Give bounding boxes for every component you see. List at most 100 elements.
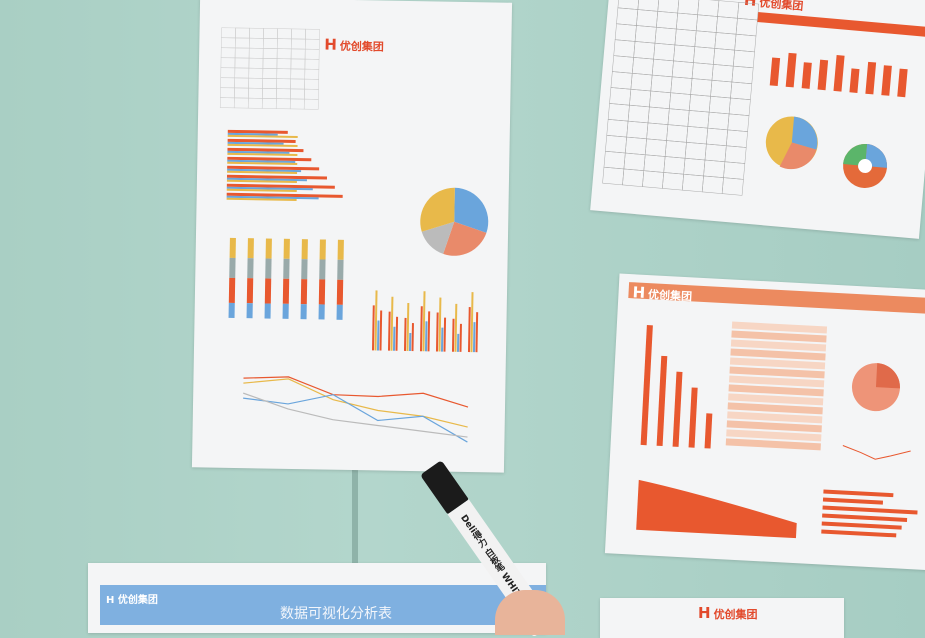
table-cell	[629, 88, 652, 108]
bar	[336, 304, 343, 320]
bar	[227, 134, 298, 139]
bar	[226, 174, 328, 180]
table-cell	[676, 12, 698, 31]
bar	[785, 52, 797, 88]
table-cell	[706, 127, 728, 147]
table-cell	[262, 78, 277, 89]
table-cell	[290, 48, 306, 60]
table-cell	[276, 78, 291, 90]
table-cell	[647, 106, 670, 125]
table-cell	[667, 108, 690, 127]
table-cell	[220, 67, 236, 79]
table-cell	[644, 138, 667, 157]
table-cell	[262, 58, 278, 69]
bar	[817, 59, 829, 91]
table-cell	[248, 87, 263, 99]
bar	[374, 290, 378, 351]
table-cell	[276, 88, 291, 100]
table-row	[730, 339, 827, 352]
pie-slice	[791, 116, 818, 150]
table-row	[727, 402, 823, 415]
bar	[881, 65, 892, 96]
bar	[438, 297, 442, 352]
bar	[704, 413, 713, 449]
table-cell	[653, 42, 676, 62]
table-cell	[234, 37, 250, 49]
table-cell	[701, 175, 724, 194]
table-cell	[304, 88, 319, 100]
bar	[319, 259, 326, 280]
bar	[318, 304, 325, 320]
table-cell	[235, 27, 250, 39]
table-cell	[697, 0, 720, 17]
bar	[226, 195, 319, 200]
table-cell	[631, 57, 654, 76]
line-series	[243, 394, 468, 443]
table-cell	[656, 11, 678, 30]
table-cell	[731, 65, 754, 85]
table-cell	[234, 87, 249, 99]
bar	[227, 152, 298, 157]
table-cell	[690, 78, 713, 97]
line-series	[243, 376, 469, 408]
table-cell	[234, 47, 250, 59]
bar	[227, 138, 296, 144]
header-band	[757, 12, 925, 38]
table-cell	[221, 27, 236, 39]
table-cell	[704, 143, 727, 162]
table-row	[731, 330, 827, 343]
bar	[823, 489, 894, 498]
table-cell	[304, 58, 320, 70]
bar	[454, 303, 458, 352]
logo-text: 优创集团	[713, 608, 758, 621]
table-cell	[248, 77, 263, 89]
bar	[227, 156, 312, 162]
table-cell	[673, 44, 696, 63]
table-cell	[625, 136, 647, 156]
report-sheet-middle-right: H 优创集团	[604, 273, 925, 571]
bar	[247, 258, 254, 279]
table-cell	[220, 77, 235, 89]
table-cell	[248, 67, 264, 79]
bar	[228, 277, 236, 303]
table-cell	[677, 0, 700, 16]
bar	[435, 312, 439, 352]
line-series	[842, 445, 911, 460]
donut-hole	[858, 158, 873, 173]
table-cell	[616, 7, 639, 26]
table-cell	[607, 103, 630, 122]
bar	[226, 192, 343, 198]
table-cell	[622, 168, 645, 187]
table-cell	[735, 17, 758, 37]
bar	[451, 318, 455, 352]
bar	[656, 355, 668, 447]
bar	[897, 68, 908, 98]
table-cell	[291, 28, 306, 40]
company-logo: H 优创集团	[698, 604, 758, 622]
line-series	[243, 392, 468, 438]
bar	[403, 317, 407, 351]
pen-brand: Deli得力	[458, 513, 489, 550]
table-row	[726, 420, 822, 433]
bar	[227, 150, 290, 154]
table-cell	[247, 97, 263, 109]
table-cell	[650, 74, 673, 94]
table-cell	[290, 88, 305, 100]
bar	[265, 238, 272, 259]
table-cell	[277, 28, 292, 40]
bar	[227, 132, 278, 136]
bar	[226, 186, 313, 191]
table-cell	[686, 126, 709, 145]
bar	[849, 68, 860, 94]
table-cell	[614, 23, 637, 42]
table-cell	[711, 64, 734, 83]
table-row	[730, 348, 826, 361]
bar	[246, 303, 253, 319]
bar	[282, 303, 289, 319]
bar	[427, 311, 431, 352]
table-cell	[623, 152, 646, 171]
pie-slice	[875, 363, 900, 389]
table-cell	[248, 47, 264, 59]
table-cell	[289, 98, 305, 110]
report-sheet-top-right: H 优创集团	[590, 0, 925, 239]
